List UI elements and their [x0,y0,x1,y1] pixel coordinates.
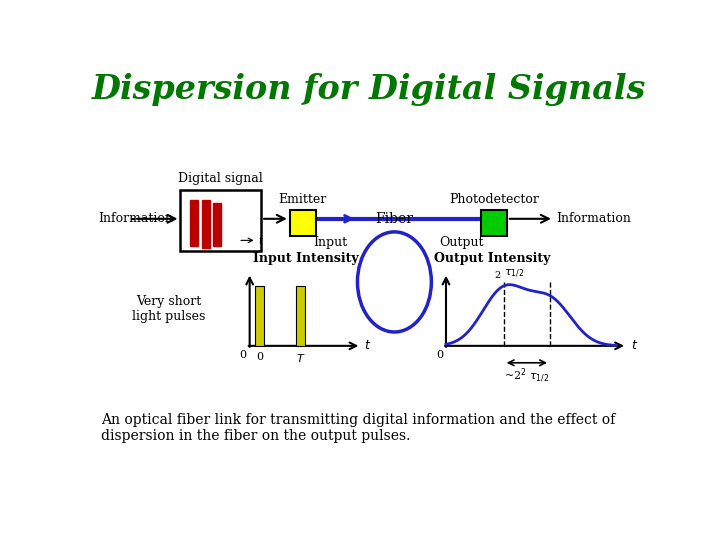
Text: Input Intensity: Input Intensity [253,252,359,265]
Text: An optical fiber link for transmitting digital information and the effect of
dis: An optical fiber link for transmitting d… [101,413,616,443]
Bar [180,190,261,251]
Text: Fiber: Fiber [375,212,413,226]
Text: Photodetector: Photodetector [449,193,539,206]
Bar [296,286,305,346]
Text: 2: 2 [495,271,500,280]
Text: Digital signal: Digital signal [179,172,263,185]
Bar [202,200,210,248]
Text: 0: 0 [436,350,443,361]
Text: 0: 0 [240,350,246,361]
Text: Very short
light pulses: Very short light pulses [132,295,205,323]
Text: 0: 0 [256,352,264,362]
Text: $\tau_{1/2}$: $\tau_{1/2}$ [504,267,524,280]
Text: Information: Information [556,212,631,225]
Bar [190,200,198,246]
Bar [213,204,221,246]
Text: Output Intensity: Output Intensity [434,252,550,265]
Bar [289,210,316,236]
Text: $t$: $t$ [258,234,264,246]
Text: $T$: $T$ [296,352,305,364]
Text: Emitter: Emitter [279,193,327,206]
Bar [255,286,264,346]
Text: Dispersion for Digital Signals: Dispersion for Digital Signals [92,73,646,106]
Text: ~2$^2$ $\tau_{1/2}$: ~2$^2$ $\tau_{1/2}$ [504,366,549,384]
Text: $t$: $t$ [631,339,638,353]
Text: Information: Information [98,212,173,225]
Bar [481,210,507,236]
Text: Input: Input [313,236,348,249]
Text: Output: Output [439,236,484,249]
Text: $t$: $t$ [364,339,372,353]
